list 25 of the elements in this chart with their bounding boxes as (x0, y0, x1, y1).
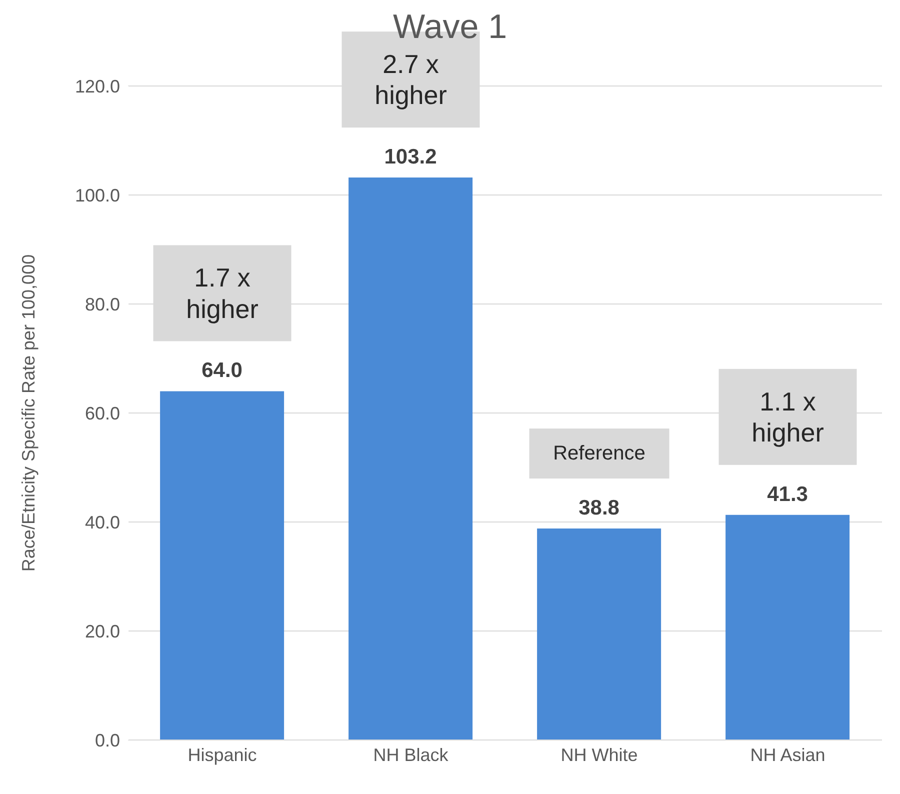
y-tick-label: 20.0 (84, 621, 120, 642)
x-tick-label: NH Black (373, 744, 450, 765)
data-label: 41.3 (767, 482, 808, 506)
chart-title: Wave 1 (392, 8, 508, 47)
y-axis-title: Race/Etnicity Specific Rate per 100,000 (18, 254, 38, 572)
y-tick-label: 60.0 (84, 403, 120, 424)
y-tick-label: 100.0 (74, 185, 120, 206)
bar (726, 514, 850, 740)
annotation: Reference (553, 442, 646, 465)
y-tick-label: 40.0 (84, 512, 120, 532)
bar (160, 391, 284, 740)
x-tick-label: NH White (560, 744, 638, 765)
bar (537, 528, 662, 740)
data-label: 103.2 (384, 146, 437, 169)
bar (348, 178, 473, 740)
annotation: 1.1 x higher (752, 386, 824, 448)
y-tick-label: 120.0 (74, 76, 120, 96)
x-tick-label: Hispanic (188, 744, 257, 765)
y-tick-label: 80.0 (84, 294, 120, 314)
data-label: 64.0 (202, 359, 242, 382)
x-tick-label: NH Asian (750, 744, 826, 765)
annotation: 1.7 x higher (186, 262, 259, 324)
y-tick-label: 0.0 (94, 730, 120, 750)
data-label: 38.8 (578, 496, 620, 520)
annotation: 2.7 x higher (374, 48, 448, 110)
